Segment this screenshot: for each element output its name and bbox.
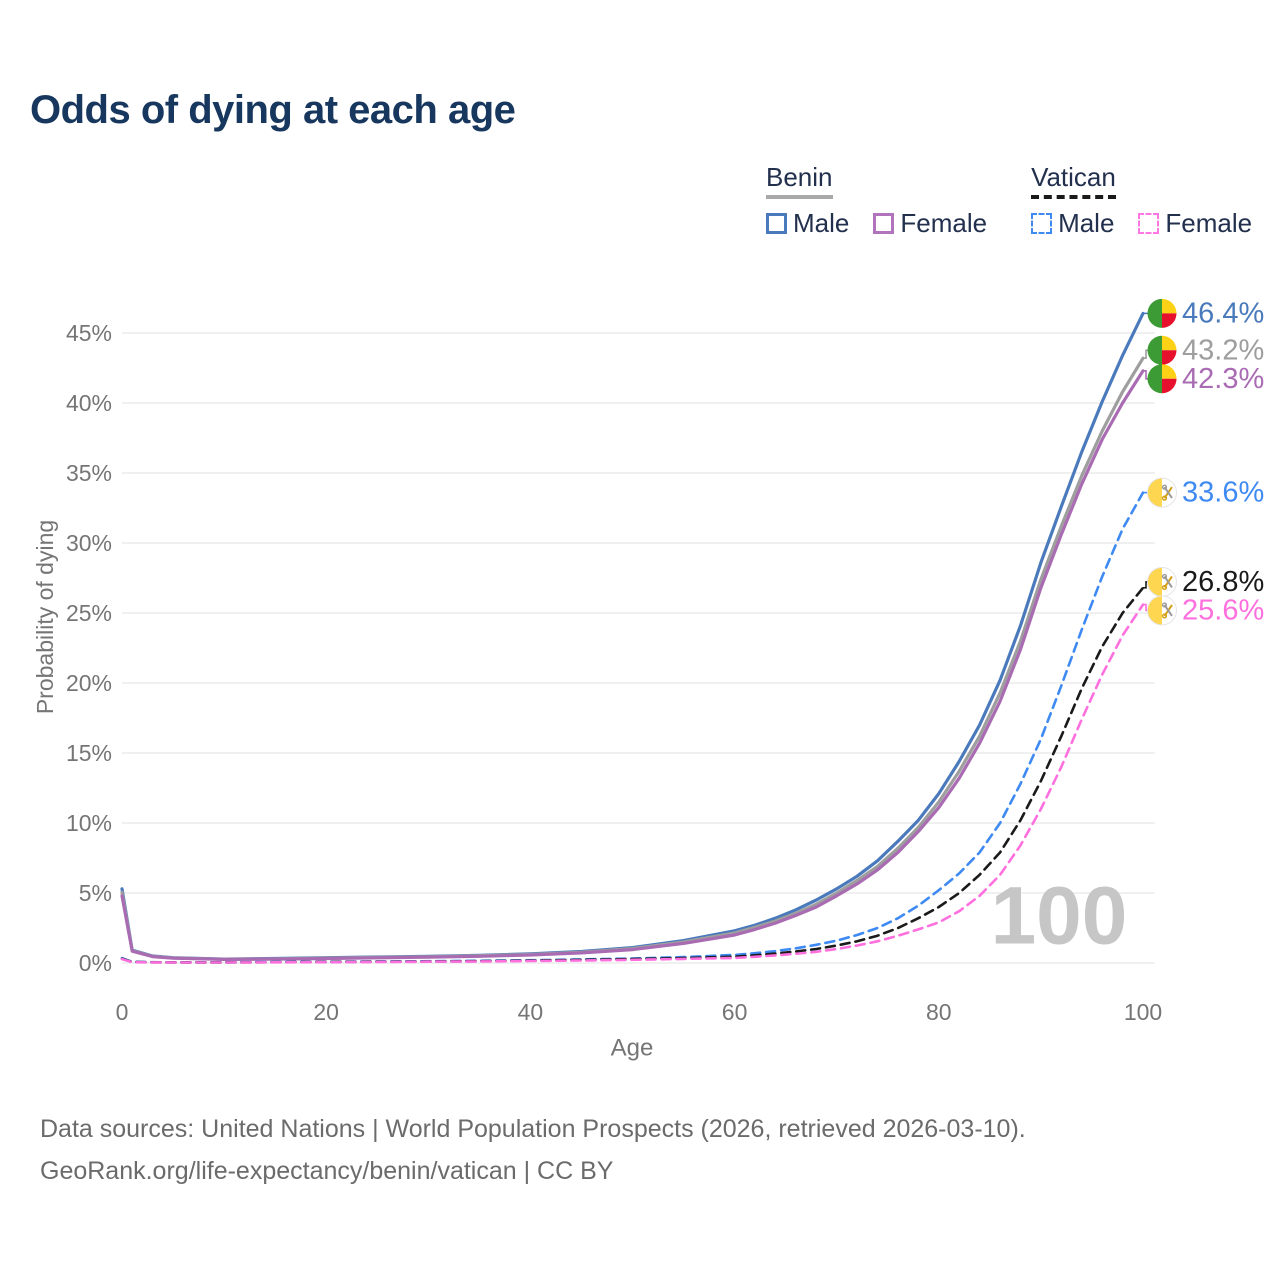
- vatican-male-swatch-icon: [1031, 213, 1053, 234]
- benin-male-swatch-icon: [766, 213, 787, 234]
- x-tick-label: 100: [1124, 999, 1162, 1025]
- curve-benin-total[interactable]: [120, 356, 1145, 961]
- legend-item-benin-female[interactable]: Female: [873, 208, 987, 239]
- legend-group-benin: Benin Male Female: [766, 162, 987, 239]
- legend-group-vatican: Vatican Male Female: [1031, 162, 1252, 239]
- end-label-connector-benin-total: [1143, 349, 1148, 359]
- vatican-female-swatch-icon: [1138, 213, 1160, 234]
- benin-flag-icon: [1147, 335, 1177, 365]
- footer: Data sources: United Nations | World Pop…: [40, 1108, 1026, 1192]
- y-tick-label: 25%: [66, 600, 112, 626]
- end-value-label-benin-male: 46.4%: [1182, 297, 1264, 329]
- end-label-connector-benin-female: [1143, 370, 1148, 380]
- x-tick-label: 0: [116, 999, 129, 1025]
- benin-female-swatch-icon: [873, 213, 895, 234]
- x-axis-title: Age: [611, 1035, 654, 1062]
- y-tick-label: 45%: [66, 320, 112, 346]
- end-value-label-benin-female: 42.3%: [1182, 363, 1264, 395]
- end-value-label-vatican-female: 25.6%: [1182, 594, 1264, 626]
- y-tick-label: 15%: [66, 740, 112, 766]
- legend-item-label: Male: [1058, 208, 1115, 238]
- legend-item-label: Female: [900, 208, 988, 238]
- y-axis-title: Probability of dying: [32, 520, 58, 714]
- curve-vatican-female[interactable]: [120, 603, 1145, 964]
- y-tick-label: 35%: [66, 460, 112, 486]
- legend-heading-vatican[interactable]: Vatican: [1031, 162, 1116, 199]
- y-tick-label: 5%: [79, 880, 112, 906]
- x-tick-label: 80: [926, 999, 952, 1025]
- y-tick-label: 10%: [66, 810, 112, 836]
- end-value-label-benin-total: 43.2%: [1182, 334, 1264, 366]
- legend-item-vatican-male[interactable]: Male: [1031, 208, 1114, 239]
- footer-attribution: GeoRank.org/life-expectancy/benin/vatica…: [40, 1157, 614, 1185]
- vatican-flag-icon: [1147, 595, 1177, 626]
- legend-item-label: Female: [1165, 208, 1253, 238]
- legend-items-benin: Male Female: [766, 208, 987, 239]
- x-tick-label: 40: [518, 999, 544, 1025]
- y-tick-label: 0%: [79, 950, 112, 976]
- y-tick-label: 30%: [66, 530, 112, 556]
- legend-item-vatican-female[interactable]: Female: [1138, 208, 1252, 239]
- legend-heading-benin[interactable]: Benin: [766, 162, 833, 199]
- benin-flag-icon: [1147, 364, 1177, 394]
- x-tick-label: 60: [722, 999, 748, 1025]
- end-value-label-vatican-male: 33.6%: [1182, 477, 1264, 509]
- end-label-connector-vatican-female: [1143, 603, 1148, 612]
- end-value-label-vatican-total: 26.8%: [1182, 566, 1264, 598]
- benin-flag-icon: [1147, 298, 1177, 328]
- curve-benin-female[interactable]: [120, 369, 1145, 961]
- x-tick-label: 20: [313, 999, 339, 1025]
- vatican-flag-icon: [1147, 566, 1177, 597]
- page-title: Odds of dying at each age: [30, 88, 516, 132]
- y-tick-label: 40%: [66, 390, 112, 416]
- vatican-flag-icon: [1147, 477, 1177, 508]
- legend-item-benin-male[interactable]: Male: [766, 208, 849, 239]
- watermark-age-label: 100: [991, 871, 1128, 962]
- footer-data-sources: Data sources: United Nations | World Pop…: [40, 1115, 1026, 1143]
- legend: Benin Male Female Vatican Male: [766, 162, 1252, 239]
- legend-items-vatican: Male Female: [1031, 208, 1252, 239]
- legend-item-label: Male: [793, 208, 850, 238]
- y-tick-label: 20%: [66, 670, 112, 696]
- end-label-connector-vatican-total: [1143, 581, 1148, 589]
